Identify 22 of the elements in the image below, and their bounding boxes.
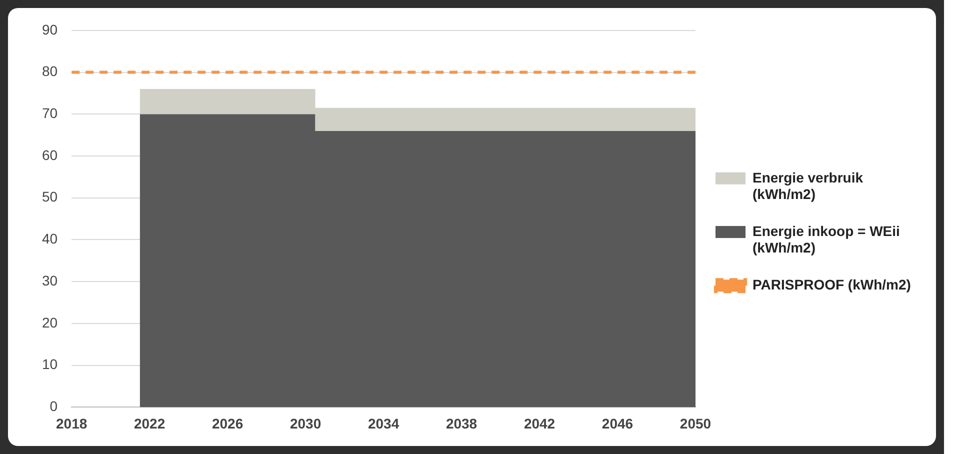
x-tick-label: 2050 xyxy=(680,415,712,432)
y-tick-label: 50 xyxy=(42,188,58,205)
legend-label: PARISPROOF (kWh/m2) xyxy=(752,276,911,292)
x-tick-label: 2026 xyxy=(212,415,244,432)
x-tick-label: 2042 xyxy=(524,415,556,432)
x-tick-label: 2038 xyxy=(446,415,478,432)
y-tick-label: 90 xyxy=(42,21,58,38)
y-tick-label: 0 xyxy=(50,398,58,414)
x-tick-label: 2034 xyxy=(368,415,400,432)
x-tick-label: 2018 xyxy=(56,415,88,432)
x-tick-label: 2046 xyxy=(602,415,634,432)
y-tick-label: 80 xyxy=(42,63,58,80)
y-tick-label: 30 xyxy=(42,272,58,288)
x-tick-label: 2030 xyxy=(290,415,322,432)
y-tick-label: 20 xyxy=(42,314,58,330)
y-tick-label: 10 xyxy=(42,356,58,372)
y-tick-label: 70 xyxy=(42,104,58,121)
legend-label: Energie verbruik (kWh/m2) xyxy=(752,169,864,202)
x-tick-label: 2022 xyxy=(134,415,166,432)
legend-label: Energie inkoop = WEii (kWh/m2) xyxy=(752,222,900,256)
y-tick-label: 60 xyxy=(42,146,58,163)
y-tick-label: 40 xyxy=(42,230,58,247)
